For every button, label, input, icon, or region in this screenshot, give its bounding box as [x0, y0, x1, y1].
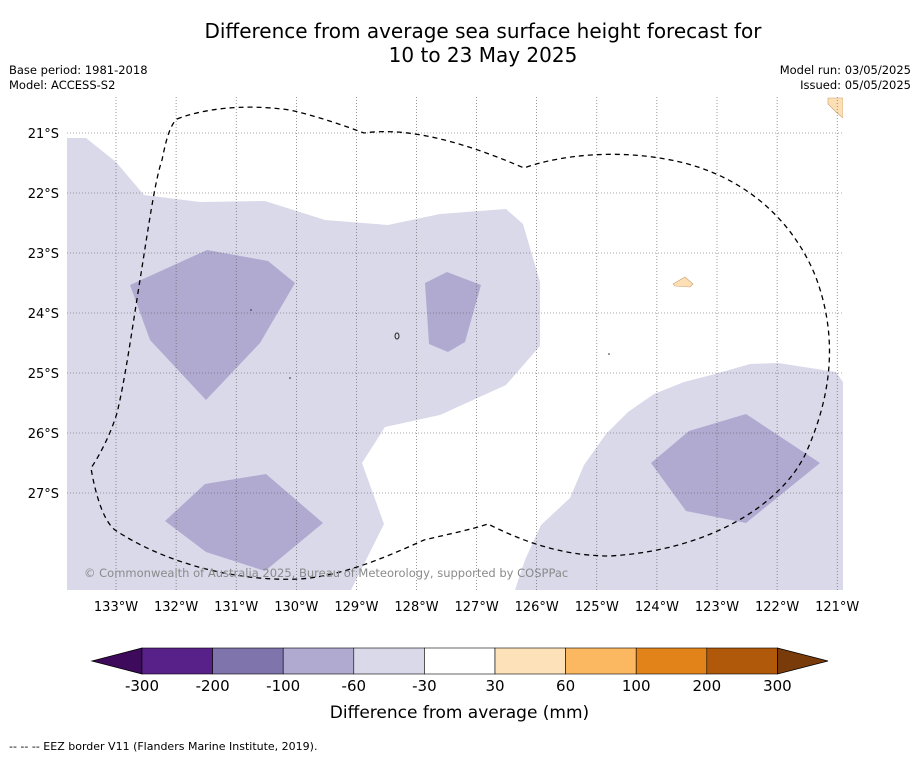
colorbar-tick-label: 100	[621, 677, 651, 695]
title-line-2: 10 to 23 May 2025	[388, 43, 578, 67]
title-line-1: Difference from average sea surface heig…	[204, 19, 762, 43]
meta-left: Base period: 1981-2018 Model: ACCESS-S2	[9, 63, 148, 93]
colorbar-segment	[494, 647, 566, 675]
island-marker	[289, 377, 291, 379]
anomaly-region-neg60-b	[425, 272, 481, 352]
colorbar-extend-min	[90, 647, 143, 675]
chart-title: Difference from average sea surface heig…	[0, 19, 919, 67]
longitude-label: 122°W	[755, 600, 799, 615]
longitude-label: 121°W	[815, 600, 859, 615]
latitude-label: 23°S	[28, 247, 59, 262]
latitude-labels: 21°S 22°S 23°S 24°S 25°S 26°S 27°S	[28, 127, 59, 502]
issued-date: Issued: 05/05/2025	[800, 78, 911, 92]
footer-note: -- -- -- EEZ border V11 (Flanders Marine…	[9, 740, 318, 753]
colorbar-tick-label: -300	[124, 677, 160, 695]
colorbar-tick-label: 30	[485, 677, 505, 695]
longitude-label: 123°W	[695, 600, 739, 615]
anomaly-region-pos30-a	[672, 276, 694, 288]
anomaly-region-neg60-d	[651, 414, 820, 523]
latitude-label: 24°S	[28, 307, 59, 322]
longitude-label: 133°W	[94, 600, 138, 615]
anomaly-region-neg30-west	[67, 138, 540, 590]
base-period: Base period: 1981-2018	[9, 63, 148, 77]
colorbar-tick-label: -60	[341, 677, 367, 695]
colorbar-segment	[353, 647, 425, 675]
latitude-label: 27°S	[28, 487, 59, 502]
map: 133°W 132°W 131°W 130°W 129°W 128°W 127°W 126°W…	[28, 97, 860, 615]
colorbar-tick-label: 60	[556, 677, 576, 695]
latitude-label: 26°S	[28, 427, 59, 442]
anomaly-region-neg60-a	[130, 250, 295, 400]
colorbar-tick-label: -200	[195, 677, 230, 695]
colorbar-segment	[565, 647, 637, 675]
model-run: Model run: 03/05/2025	[779, 63, 911, 77]
longitude-label: 127°W	[455, 600, 499, 615]
colorbar-segment	[282, 647, 355, 675]
copyright-watermark: © Commonwealth of Australia 2025, Bureau…	[84, 566, 569, 580]
colorbar-extend-max	[777, 647, 829, 675]
longitude-label: 126°W	[515, 600, 559, 615]
eez-border	[90, 106, 831, 580]
colorbar-tick-label: -100	[266, 677, 301, 695]
longitude-label: 131°W	[214, 600, 258, 615]
colorbar-segments	[90, 647, 829, 675]
latitude-label: 22°S	[28, 187, 59, 202]
island-marker	[608, 353, 610, 355]
anomaly-region-pos30-b	[827, 97, 843, 119]
longitude-label: 128°W	[394, 600, 438, 615]
anomaly-region-neg60-c	[165, 474, 323, 571]
model-name: Model: ACCESS-S2	[9, 78, 116, 92]
colorbar-title: Difference from average (mm)	[329, 703, 590, 723]
colorbar-segment	[424, 647, 496, 675]
colorbar-segment	[635, 647, 708, 675]
longitude-label: 125°W	[575, 600, 619, 615]
meta-right: Model run: 03/05/2025 Issued: 05/05/2025	[780, 63, 911, 93]
colorbar-tick-label: 300	[763, 677, 792, 695]
gridlines	[67, 97, 843, 590]
island-marker	[394, 332, 400, 340]
latitude-label: 25°S	[28, 367, 59, 382]
colorbar-tick-label: -30	[412, 677, 437, 695]
longitude-label: 124°W	[635, 600, 679, 615]
colorbar	[90, 647, 829, 675]
colorbar-segment	[141, 647, 213, 675]
longitude-labels: 133°W 132°W 131°W 130°W 129°W 128°W 127°W 126°W…	[94, 600, 860, 615]
colorbar-segment	[706, 647, 778, 675]
island-marker	[250, 309, 252, 311]
latitude-label: 21°S	[28, 127, 59, 142]
colorbar-segment	[212, 647, 284, 675]
longitude-label: 129°W	[334, 600, 378, 615]
longitude-label: 132°W	[154, 600, 198, 615]
longitude-label: 130°W	[274, 600, 318, 615]
colorbar-tick-label: 200	[692, 677, 722, 695]
